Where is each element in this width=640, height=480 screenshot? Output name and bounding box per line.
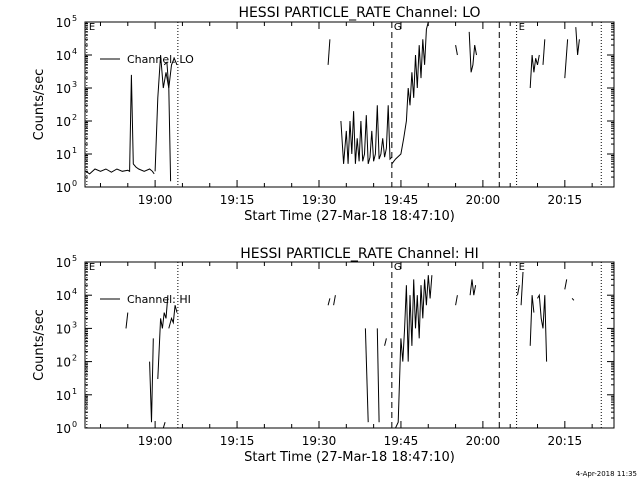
y-tick-label: 10 — [56, 356, 71, 370]
x-tick-label: 19:45 — [384, 193, 419, 207]
legend-label: Channel: HI — [127, 293, 191, 306]
hi-channel-panel: HESSI PARTICLE_RATE Channel: HI 19:00 19:1… — [32, 246, 615, 465]
data-series-segment — [85, 74, 155, 175]
event-marker-label: G — [394, 22, 402, 33]
y-tick-exponent: 3 — [72, 80, 77, 89]
event-marker-label: E — [519, 22, 525, 33]
y-tick-label: 10 — [56, 115, 71, 129]
y-tick-label: 10 — [56, 82, 71, 96]
y-tick-label: 10 — [56, 256, 71, 270]
y-tick-label: 10 — [56, 422, 71, 436]
y-tick-exponent: 4 — [72, 287, 77, 296]
footer-timestamp: 4-Apr-2018 11:35 — [576, 470, 637, 478]
data-series-segment — [125, 312, 129, 329]
data-series-segment — [333, 295, 336, 306]
data-series-segment — [327, 39, 331, 65]
data-series-segment — [469, 279, 477, 296]
data-series-segment — [162, 422, 166, 428]
data-series-segment — [163, 61, 172, 182]
lo-channel-panel: HESSI PARTICLE_RATE Channel: LO 19:00 19:1… — [32, 5, 615, 224]
y-tick-exponent: 1 — [72, 146, 77, 155]
data-series-segment — [327, 298, 331, 306]
data-series-segment — [529, 295, 535, 346]
x-tick-label: 20:00 — [466, 193, 501, 207]
y-tick-exponent: 5 — [72, 254, 77, 263]
y-tick-exponent: 3 — [72, 320, 77, 329]
data-series-segment — [391, 22, 429, 165]
y-tick-label: 10 — [56, 289, 71, 303]
data-series-segment — [364, 328, 369, 423]
plot-frame — [84, 21, 615, 188]
event-marker-label: E — [89, 22, 95, 33]
x-tick-label: 19:00 — [138, 193, 173, 207]
y-tick-label: 10 — [56, 49, 71, 63]
x-axis-label: Start Time (27-Mar-18 18:47:10) — [244, 450, 455, 465]
x-tick-label: 20:00 — [466, 434, 501, 448]
x-tick-label: 19:30 — [302, 434, 337, 448]
x-tick-label: 20:15 — [548, 193, 583, 207]
chart-title: HESSI PARTICLE_RATE Channel: HI — [240, 246, 478, 262]
data-series-segment — [520, 271, 524, 306]
x-tick-label: 19:15 — [220, 193, 255, 207]
y-tick-exponent: 4 — [72, 47, 77, 56]
data-series-segment — [384, 338, 387, 346]
data-series-segment — [564, 39, 569, 79]
y-tick-exponent: 0 — [72, 420, 77, 429]
data-series-segment — [149, 338, 154, 423]
y-tick-exponent: 2 — [72, 354, 77, 363]
data-series-segment — [542, 39, 546, 65]
plot-frame — [84, 261, 615, 429]
data-series-segment — [455, 45, 458, 56]
data-series-segment — [537, 293, 548, 362]
x-tick-label: 20:15 — [548, 434, 583, 448]
data-series-segment — [517, 285, 520, 296]
y-axis-label: Counts/sec — [32, 309, 47, 381]
y-tick-exponent: 0 — [72, 179, 77, 188]
y-tick-exponent: 1 — [72, 387, 77, 396]
chart-title: HESSI PARTICLE_RATE Channel: LO — [238, 5, 480, 21]
x-tick-label: 19:30 — [302, 193, 337, 207]
y-tick-label: 10 — [56, 389, 71, 403]
y-tick-exponent: 2 — [72, 113, 77, 122]
x-tick-label: 19:45 — [384, 434, 419, 448]
y-axis-label: Counts/sec — [32, 69, 47, 141]
data-series-segment — [468, 31, 477, 73]
data-series-segment — [340, 105, 393, 165]
data-series-segment — [168, 305, 178, 329]
y-tick-label: 10 — [56, 148, 71, 162]
y-tick-label: 10 — [56, 322, 71, 336]
data-series-segment — [564, 279, 568, 290]
data-series-segment — [157, 295, 169, 380]
data-series-segment — [376, 328, 380, 423]
data-series-segment — [455, 295, 458, 306]
data-series-segment — [575, 27, 580, 56]
y-tick-label: 10 — [56, 181, 71, 195]
y-tick-label: 10 — [56, 16, 71, 30]
data-series-segment — [395, 275, 433, 428]
event-marker-label: E — [519, 262, 525, 273]
data-series-segment — [154, 54, 178, 172]
x-tick-label: 19:15 — [220, 434, 255, 448]
event-marker-label: E — [89, 262, 95, 273]
event-marker-label: G — [394, 262, 402, 273]
x-tick-label: 19:00 — [138, 434, 173, 448]
data-series-segment — [571, 298, 575, 301]
data-series-segment — [529, 54, 540, 89]
x-axis-label: Start Time (27-Mar-18 18:47:10) — [244, 209, 455, 224]
y-tick-exponent: 5 — [72, 14, 77, 23]
